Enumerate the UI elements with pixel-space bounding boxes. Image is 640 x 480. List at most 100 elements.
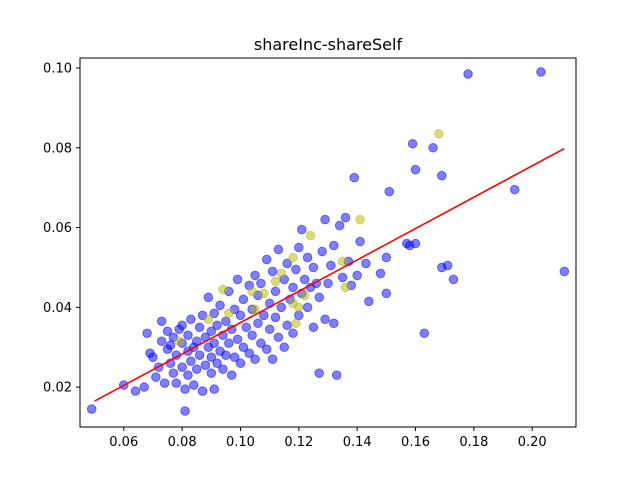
- data-point-blue-28: [183, 330, 193, 341]
- data-point-blue-59: [226, 370, 237, 380]
- data-point-blue-21: [177, 362, 187, 372]
- data-point-blue-43: [206, 368, 217, 378]
- data-point-blue-4: [142, 328, 152, 339]
- x-tick-label: 0.16: [401, 435, 430, 450]
- data-point-blue-100: [294, 310, 304, 321]
- data-point-blue-99: [291, 264, 301, 275]
- data-point-blue-133: [381, 252, 392, 263]
- data-point-blue-123: [340, 212, 351, 223]
- data-point-blue-61: [229, 352, 240, 362]
- data-point-blue-11: [159, 378, 170, 388]
- data-point-blue-74: [250, 354, 260, 364]
- data-point-blue-26: [183, 370, 193, 380]
- data-point-yellow-6: [259, 288, 269, 299]
- data-point-blue-94: [282, 320, 292, 331]
- data-point-blue-7: [151, 372, 161, 382]
- data-point-yellow-11: [291, 318, 301, 329]
- data-point-blue-31: [188, 380, 199, 390]
- data-point-blue-142: [436, 170, 447, 181]
- x-tick-label: 0.18: [459, 435, 488, 450]
- data-point-blue-127: [352, 270, 362, 281]
- data-point-blue-47: [209, 338, 220, 349]
- data-point-blue-68: [238, 294, 249, 305]
- data-point-blue-2: [130, 386, 141, 396]
- data-point-yellow-2: [218, 284, 228, 295]
- data-point-blue-63: [232, 334, 243, 345]
- data-point-blue-148: [536, 67, 546, 77]
- data-point-blue-3: [139, 382, 149, 392]
- data-point-blue-48: [209, 308, 220, 319]
- y-tick-label: 0.08: [43, 141, 72, 156]
- data-point-blue-33: [191, 364, 202, 374]
- data-point-blue-56: [221, 316, 231, 327]
- data-point-blue-114: [320, 314, 330, 325]
- data-point-blue-91: [276, 302, 287, 313]
- data-point-blue-141: [428, 142, 438, 153]
- x-tick-label: 0.08: [168, 435, 197, 450]
- data-point-blue-37: [197, 386, 208, 396]
- axes-layer: 0.06 0.08 0.10 0.12 0.14 0.16 0.18 0.20 0.02 0.04…: [43, 57, 577, 450]
- data-point-blue-140: [419, 328, 430, 339]
- data-point-blue-55: [221, 350, 231, 360]
- data-point-blue-111: [314, 368, 325, 378]
- data-point-yellow-14: [305, 230, 316, 241]
- x-tick-label: 0.14: [343, 435, 372, 450]
- data-point-yellow-15: [337, 256, 348, 267]
- data-point-blue-90: [273, 244, 284, 255]
- data-point-yellow-16: [340, 282, 351, 293]
- data-point-blue-72: [247, 330, 257, 341]
- data-point-blue-39: [200, 360, 211, 370]
- data-point-yellow-7: [270, 276, 281, 287]
- plot-frame: [79, 57, 577, 428]
- data-point-yellow-13: [299, 290, 310, 301]
- data-point-blue-134: [384, 186, 395, 197]
- data-point-blue-147: [509, 184, 520, 195]
- data-point-blue-76: [253, 318, 263, 329]
- fit-layer: [94, 147, 565, 402]
- data-point-blue-52: [215, 300, 225, 311]
- data-point-blue-122: [337, 272, 348, 283]
- data-point-blue-109: [308, 262, 319, 273]
- data-point-blue-82: [261, 254, 272, 265]
- data-point-blue-23: [177, 320, 187, 331]
- data-point-blue-89: [273, 332, 284, 343]
- y-tick-label: 0.04: [43, 301, 72, 316]
- data-point-blue-69: [241, 322, 252, 333]
- regression-line: [94, 147, 565, 402]
- x-tick-label: 0.20: [518, 435, 547, 450]
- data-point-blue-113: [317, 246, 327, 257]
- data-point-blue-35: [194, 350, 205, 360]
- data-point-blue-86: [267, 266, 278, 277]
- data-point-blue-70: [244, 348, 255, 359]
- data-point-blue-129: [361, 258, 371, 269]
- data-point-blue-130: [364, 296, 374, 307]
- data-point-blue-10: [156, 316, 167, 327]
- data-point-blue-18: [171, 378, 182, 388]
- data-point-blue-13: [162, 326, 173, 337]
- data-point-blue-132: [381, 288, 392, 299]
- data-point-yellow-5: [250, 304, 260, 315]
- data-point-blue-131: [375, 268, 386, 279]
- data-point-blue-6: [148, 352, 158, 362]
- data-point-blue-126: [349, 172, 360, 183]
- data-point-blue-128: [355, 236, 365, 247]
- data-point-blue-97: [288, 328, 298, 339]
- data-point-blue-105: [302, 302, 313, 313]
- data-point-blue-75: [250, 270, 260, 281]
- data-point-blue-101: [294, 242, 304, 253]
- data-point-blue-44: [206, 352, 217, 362]
- data-point-blue-46: [209, 384, 220, 394]
- data-point-blue-81: [261, 344, 272, 355]
- data-point-blue-118: [329, 318, 339, 329]
- x-tick-label: 0.10: [226, 435, 255, 450]
- data-point-blue-66: [235, 310, 246, 321]
- data-point-blue-103: [296, 224, 307, 235]
- data-point-blue-79: [256, 278, 266, 289]
- data-point-blue-50: [212, 320, 222, 331]
- y-tick-label: 0.10: [43, 61, 72, 76]
- data-point-blue-88: [270, 286, 281, 297]
- data-point-blue-53: [218, 364, 228, 374]
- data-point-blue-87: [270, 312, 281, 323]
- data-point-yellow-4: [247, 286, 257, 297]
